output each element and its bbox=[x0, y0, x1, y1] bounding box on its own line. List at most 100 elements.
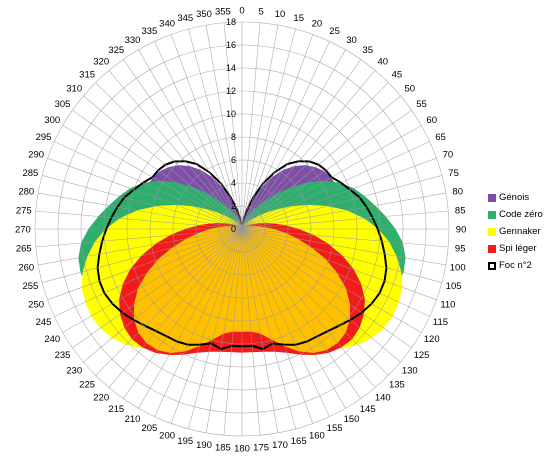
legend-label: Génois bbox=[499, 192, 530, 203]
grid-spoke bbox=[241, 49, 346, 230]
grid-spoke bbox=[241, 228, 449, 248]
legend-item: Code zéro bbox=[488, 206, 543, 223]
angle-tick-label: 135 bbox=[389, 379, 405, 390]
legend-item: Foc n°2 bbox=[488, 257, 543, 274]
radial-tick-label: 18 bbox=[226, 17, 236, 27]
grid-spoke bbox=[35, 210, 243, 230]
angle-tick-label: 175 bbox=[253, 443, 269, 454]
angle-tick-label: 210 bbox=[125, 414, 141, 425]
angle-tick-label: 290 bbox=[28, 150, 44, 161]
grid-spoke bbox=[241, 228, 401, 363]
angle-tick-label: 310 bbox=[66, 84, 82, 95]
grid-spoke bbox=[241, 228, 446, 266]
grid-spoke bbox=[47, 228, 243, 301]
angle-tick-label: 225 bbox=[79, 379, 95, 390]
grid-spoke bbox=[123, 59, 243, 230]
angle-tick-label: 295 bbox=[36, 132, 52, 143]
angle-tick-label: 10 bbox=[275, 9, 286, 20]
grid-spoke bbox=[241, 82, 389, 230]
angle-tick-label: 125 bbox=[414, 350, 430, 361]
legend-label: Code zéro bbox=[499, 209, 543, 220]
grid-spoke bbox=[241, 192, 446, 230]
angle-tick-label: 200 bbox=[159, 430, 175, 441]
grid-spoke bbox=[241, 228, 314, 424]
legend-swatch bbox=[488, 244, 496, 253]
grid-spoke bbox=[241, 34, 314, 230]
angle-tick-label: 265 bbox=[16, 244, 32, 255]
angle-tick-label: 160 bbox=[309, 430, 325, 441]
angle-tick-label: 180 bbox=[234, 444, 250, 455]
grid-spoke bbox=[38, 192, 243, 230]
angle-tick-label: 110 bbox=[440, 299, 455, 310]
angle-tick-label: 60 bbox=[426, 115, 437, 126]
angle-tick-label: 20 bbox=[312, 19, 323, 30]
grid-spoke bbox=[170, 34, 243, 230]
angle-tick-label: 165 bbox=[291, 436, 307, 447]
angle-tick-label: 30 bbox=[346, 35, 357, 46]
grid-spoke bbox=[241, 25, 279, 230]
radial-tick-label: 4 bbox=[231, 178, 236, 188]
grid-spoke bbox=[241, 141, 430, 230]
grid-spoke bbox=[223, 228, 243, 436]
angle-tick-label: 150 bbox=[344, 414, 360, 425]
grid-spoke bbox=[241, 228, 361, 399]
angle-tick-label: 75 bbox=[448, 168, 459, 179]
grid-spoke bbox=[95, 82, 243, 230]
angle-tick-label: 340 bbox=[159, 19, 175, 30]
angle-tick-label: 50 bbox=[405, 84, 416, 95]
legend-label: Spi léger bbox=[499, 243, 537, 254]
grid-spoke bbox=[241, 228, 330, 417]
angle-tick-label: 255 bbox=[22, 281, 38, 292]
angle-tick-label: 55 bbox=[416, 99, 427, 110]
angle-tick-label: 45 bbox=[392, 70, 403, 81]
angle-tick-label: 350 bbox=[196, 9, 212, 20]
legend-item: Gennaker bbox=[488, 223, 543, 240]
axis-labels: 0 5 10 152025303540455055606570758085909510… bbox=[15, 5, 466, 454]
angle-tick-label: 185 bbox=[215, 443, 231, 454]
angle-tick-label: 90 bbox=[456, 225, 467, 236]
grid-spoke bbox=[42, 228, 243, 283]
legend-swatch bbox=[488, 193, 496, 202]
angle-tick-label: 260 bbox=[18, 263, 34, 274]
grid-spoke bbox=[241, 125, 422, 230]
angle-tick-label: 115 bbox=[433, 317, 448, 328]
grid-spoke bbox=[241, 228, 430, 317]
grid-spoke bbox=[188, 228, 243, 429]
angle-tick-label: 330 bbox=[125, 35, 141, 46]
angle-tick-label: 215 bbox=[108, 404, 124, 415]
angle-tick-label: 80 bbox=[452, 187, 463, 198]
grid-spoke bbox=[241, 228, 442, 283]
legend-item: Génois bbox=[488, 189, 543, 206]
grid-spoke bbox=[241, 95, 401, 230]
angle-tick-label: 100 bbox=[450, 263, 466, 274]
angle-tick-label: 300 bbox=[44, 115, 60, 126]
grid-spoke bbox=[241, 228, 437, 301]
grid-spoke bbox=[35, 228, 243, 248]
grid-spoke bbox=[223, 22, 243, 230]
grid-spoke bbox=[241, 228, 346, 409]
grid-spoke bbox=[241, 29, 296, 230]
angle-tick-label: 315 bbox=[79, 70, 95, 81]
grid-spoke bbox=[54, 228, 243, 317]
angle-tick-label: 270 bbox=[15, 225, 31, 236]
grid-spoke bbox=[83, 95, 243, 230]
grid-spoke bbox=[241, 228, 412, 348]
legend-swatch bbox=[488, 227, 496, 236]
grid-spoke bbox=[241, 110, 412, 230]
angle-tick-label: 65 bbox=[435, 132, 446, 143]
grid-spoke bbox=[170, 228, 243, 424]
grid-spoke bbox=[62, 228, 243, 333]
grid-spoke bbox=[241, 70, 376, 230]
grid-spoke bbox=[241, 228, 422, 333]
grid-spoke bbox=[241, 228, 279, 433]
angle-tick-label: 190 bbox=[196, 440, 212, 451]
angle-tick-label: 130 bbox=[402, 365, 418, 376]
radial-tick-label: 0 bbox=[231, 224, 236, 234]
angle-tick-label: 85 bbox=[455, 205, 466, 216]
angle-tick-label: 230 bbox=[66, 365, 82, 376]
grid-spoke bbox=[38, 228, 243, 266]
grid-spoke bbox=[241, 228, 261, 436]
angle-tick-label: 145 bbox=[360, 404, 376, 415]
angle-tick-label: 220 bbox=[93, 392, 109, 403]
